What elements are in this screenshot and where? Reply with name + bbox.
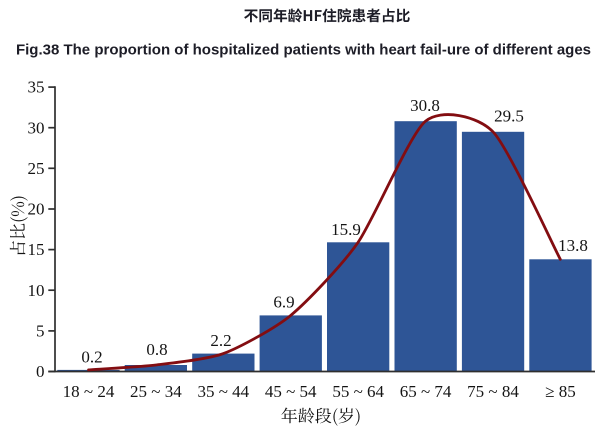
svg-text:13.8: 13.8	[558, 236, 588, 255]
svg-text:30: 30	[28, 118, 45, 137]
svg-text:Fig.38 The proportion of hospi: Fig.38 The proportion of hospitalized pa…	[16, 42, 591, 59]
svg-text:65 ~ 74: 65 ~ 74	[400, 382, 452, 401]
svg-text:≥ 85: ≥ 85	[545, 382, 576, 401]
svg-text:30.8: 30.8	[410, 96, 440, 115]
svg-text:18 ~ 24: 18 ~ 24	[63, 382, 115, 401]
svg-text:2.2: 2.2	[210, 331, 231, 350]
svg-text:0: 0	[36, 362, 45, 381]
svg-text:35 ~ 44: 35 ~ 44	[197, 382, 249, 401]
svg-text:10: 10	[28, 281, 45, 300]
svg-text:0.2: 0.2	[81, 348, 102, 367]
svg-text:55 ~ 64: 55 ~ 64	[332, 382, 384, 401]
svg-text:20: 20	[28, 200, 45, 219]
svg-text:5: 5	[36, 322, 45, 341]
svg-text:25 ~ 34: 25 ~ 34	[130, 382, 182, 401]
svg-text:6.9: 6.9	[273, 293, 294, 312]
svg-text:0.8: 0.8	[146, 340, 167, 359]
svg-text:15: 15	[28, 240, 45, 259]
svg-text:45 ~ 54: 45 ~ 54	[265, 382, 317, 401]
svg-text:15.9: 15.9	[331, 220, 361, 239]
svg-text:35: 35	[28, 78, 45, 97]
svg-text:75 ~ 84: 75 ~ 84	[467, 382, 519, 401]
svg-text:29.5: 29.5	[494, 107, 524, 126]
svg-text:25: 25	[28, 159, 45, 178]
